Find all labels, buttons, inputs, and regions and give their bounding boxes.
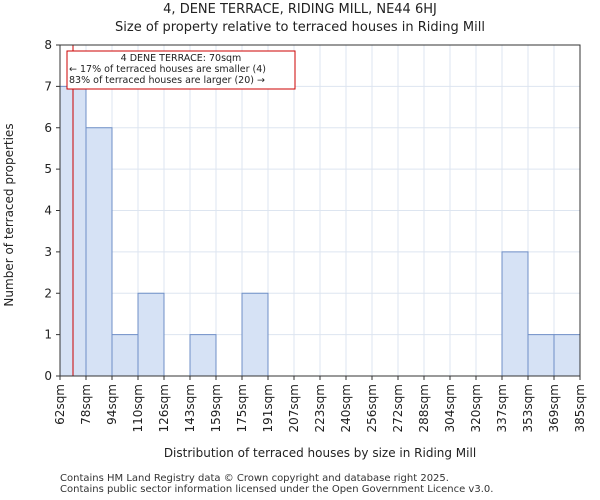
x-tick-label: 272sqm bbox=[391, 384, 405, 432]
x-tick-label: 78sqm bbox=[79, 384, 93, 425]
x-tick-label: 62sqm bbox=[53, 384, 67, 425]
x-tick-label: 288sqm bbox=[417, 384, 431, 432]
y-tick-label: 4 bbox=[44, 204, 52, 218]
x-tick-label: 304sqm bbox=[443, 384, 457, 432]
bar bbox=[189, 334, 217, 377]
annotation-border bbox=[66, 50, 296, 90]
annotation-line-3: 83% of terraced houses are larger (20) → bbox=[69, 75, 265, 86]
x-tick-label: 353sqm bbox=[521, 384, 535, 432]
chart-area: 0 1 2 3 4 5 6 7 8 62sqm 78sqm 94sqm 110sqm 126sqm 143… bbox=[2, 38, 587, 460]
chart-title: 4, DENE TERRACE, RIDING MILL, NE44 6HJ bbox=[163, 2, 437, 17]
y-tick-label: 1 bbox=[44, 328, 52, 342]
x-tick-label: 94sqm bbox=[105, 384, 119, 425]
x-tick-label: 369sqm bbox=[547, 384, 561, 432]
annotation-line-2: ← 17% of terraced houses are smaller (4) bbox=[69, 64, 266, 75]
y-tick-label: 2 bbox=[44, 286, 52, 300]
y-tick-label: 6 bbox=[44, 121, 52, 135]
y-tick-label: 3 bbox=[44, 245, 52, 259]
footer-licence: Contains public sector information licen… bbox=[60, 484, 494, 495]
x-tick-label: 385sqm bbox=[573, 384, 587, 432]
y-tick-label: 7 bbox=[44, 79, 52, 93]
x-tick-label: 223sqm bbox=[313, 384, 327, 432]
x-tick-label: 110sqm bbox=[131, 384, 145, 432]
bar bbox=[553, 334, 581, 377]
annotation-box: 4 DENE TERRACE: 70sqm ← 17% of terraced … bbox=[66, 50, 296, 90]
y-tick-label: 5 bbox=[44, 162, 52, 176]
bar bbox=[241, 292, 269, 377]
x-tick-label: 175sqm bbox=[235, 384, 249, 432]
y-axis-label: Number of terraced properties bbox=[2, 123, 16, 306]
bar bbox=[501, 251, 529, 377]
x-tick-label: 159sqm bbox=[209, 384, 223, 432]
bar bbox=[85, 127, 113, 377]
x-axis-label: Distribution of terraced houses by size … bbox=[164, 446, 476, 460]
bar bbox=[137, 292, 165, 377]
chart-subtitle: Size of property relative to terraced ho… bbox=[115, 20, 485, 35]
y-tick-label: 8 bbox=[44, 38, 52, 52]
y-tick-label: 0 bbox=[44, 369, 52, 383]
bar bbox=[111, 334, 139, 377]
footer-copyright: Contains HM Land Registry data © Crown c… bbox=[60, 473, 449, 484]
x-tick-label: 207sqm bbox=[287, 384, 301, 432]
annotation-line-1: 4 DENE TERRACE: 70sqm bbox=[121, 53, 242, 64]
x-tick-label: 337sqm bbox=[495, 384, 509, 432]
x-tick-label: 143sqm bbox=[183, 384, 197, 432]
x-tick-label: 256sqm bbox=[365, 384, 379, 432]
bar bbox=[527, 334, 555, 377]
x-tick-label: 191sqm bbox=[261, 384, 275, 432]
x-tick-label: 320sqm bbox=[469, 384, 483, 432]
x-tick-label: 240sqm bbox=[339, 384, 353, 432]
x-tick-label: 126sqm bbox=[157, 384, 171, 432]
